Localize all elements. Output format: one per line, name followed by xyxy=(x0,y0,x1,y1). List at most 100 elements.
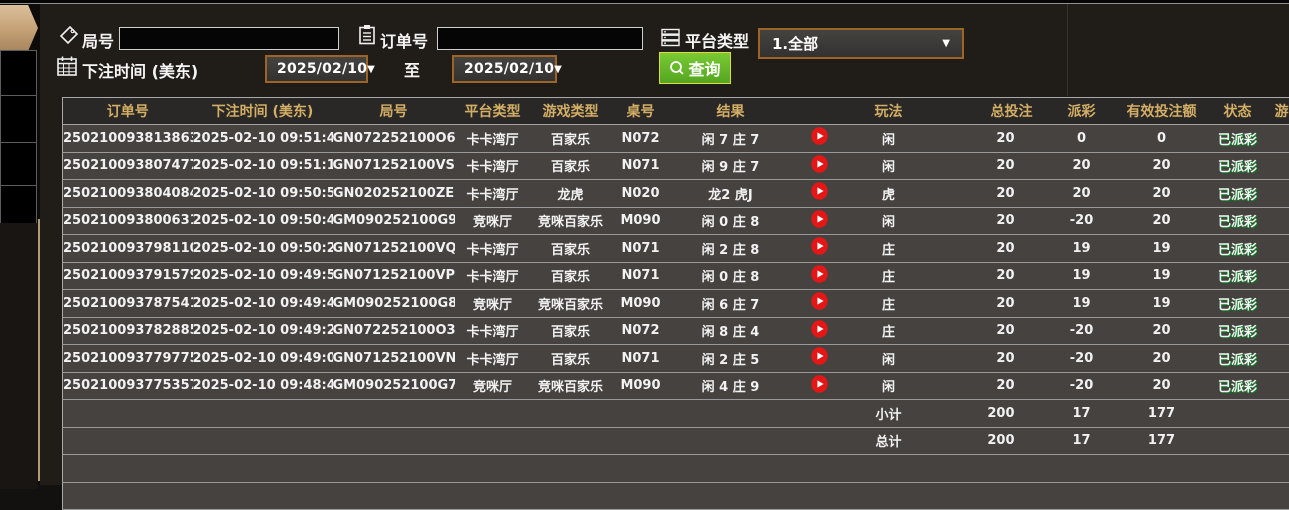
replay-play-icon[interactable] xyxy=(811,210,828,228)
sidebar-item[interactable] xyxy=(0,185,37,224)
cell-extra xyxy=(1275,152,1289,180)
cell-extra xyxy=(1275,290,1289,318)
column-header: 游 xyxy=(1275,98,1289,125)
cell-replay xyxy=(791,290,849,318)
search-icon xyxy=(669,60,685,76)
cell-result: 闲 4 庄 9 xyxy=(671,372,791,400)
cell-extra xyxy=(1275,317,1289,345)
replay-play-icon[interactable] xyxy=(811,127,828,145)
cell-status: 已派彩 xyxy=(1201,207,1275,235)
replay-play-icon[interactable] xyxy=(811,320,828,338)
cell-game-type: 百家乐 xyxy=(531,317,611,345)
cell-valid-bet: 19 xyxy=(1123,290,1201,318)
cell-game-type: 竞咪百家乐 xyxy=(531,290,611,318)
replay-play-icon[interactable] xyxy=(811,292,828,310)
cell-valid-bet: 20 xyxy=(1123,317,1201,345)
cell-platform: 卡卡湾厅 xyxy=(455,345,531,373)
cell-platform: 卡卡湾厅 xyxy=(455,125,531,153)
cell-platform: 卡卡湾厅 xyxy=(455,152,531,180)
date-to-select[interactable]: 2025/02/10 ▼ xyxy=(452,55,557,83)
round-number-input[interactable] xyxy=(119,27,339,50)
cell-round-id: GN020252100ZE xyxy=(333,180,455,208)
cell-payout: 20 xyxy=(1041,180,1123,208)
query-button[interactable]: 查询 xyxy=(659,52,731,84)
cell-empty xyxy=(1201,400,1275,428)
cell-bet-type: 闲 xyxy=(849,207,929,235)
cell-payout: 19 xyxy=(1041,290,1123,318)
cell-bet-type: 庄 xyxy=(849,262,929,290)
cell-empty xyxy=(333,427,455,455)
sidebar-item[interactable] xyxy=(0,95,37,143)
query-button-label: 查询 xyxy=(688,56,720,80)
cell-replay xyxy=(791,207,849,235)
replay-play-icon[interactable] xyxy=(811,265,828,283)
cell-empty xyxy=(63,455,1289,483)
cell-empty xyxy=(671,427,791,455)
bet-time-label: 下注时间 (美东) xyxy=(82,58,198,82)
cell-valid-bet: 20 xyxy=(1123,345,1201,373)
cell-replay xyxy=(791,180,849,208)
cell-empty xyxy=(531,427,611,455)
platform-type-label: 平台类型 xyxy=(685,28,749,52)
chevron-down-icon: ▼ xyxy=(554,64,562,75)
calendar-icon xyxy=(56,55,78,77)
cell-total-bet: 20 xyxy=(929,262,1041,290)
cell-bet-time: 2025-02-10 09:51:12 xyxy=(193,152,333,180)
cell-replay xyxy=(791,372,849,400)
replay-play-icon[interactable] xyxy=(811,347,828,365)
date-from-value: 2025/02/10 xyxy=(277,61,367,77)
cell-platform: 卡卡湾厅 xyxy=(455,235,531,263)
cell-platform: 卡卡湾厅 xyxy=(455,180,531,208)
cell-total-label: 小计 xyxy=(849,400,929,428)
cell-table-no: N071 xyxy=(611,152,671,180)
cell-platform: 竞咪厅 xyxy=(455,207,531,235)
sidebar-item[interactable] xyxy=(0,142,37,186)
cell-status: 已派彩 xyxy=(1201,235,1275,263)
cell-total-bet: 20 xyxy=(929,317,1041,345)
cell-empty xyxy=(455,400,531,428)
cell-bet-time: 2025-02-10 09:49:05 xyxy=(193,345,333,373)
column-header: 订单号 xyxy=(63,98,193,125)
sidebar-item[interactable] xyxy=(0,50,37,96)
order-number-input[interactable] xyxy=(437,27,643,50)
cell-valid-bet: 0 xyxy=(1123,125,1201,153)
cell-extra xyxy=(1275,125,1289,153)
empty-row xyxy=(63,482,1289,510)
order-number-label: 订单号 xyxy=(380,28,428,52)
cell-order-id: 250210093791579 xyxy=(63,262,193,290)
cell-result: 闲 0 庄 8 xyxy=(671,207,791,235)
cell-empty xyxy=(1275,400,1289,428)
cell-extra xyxy=(1275,207,1289,235)
cell-game-type: 竞咪百家乐 xyxy=(531,207,611,235)
platform-type-value: 1.全部 xyxy=(772,33,818,54)
cell-empty xyxy=(455,427,531,455)
column-header: 平台类型 xyxy=(455,98,531,125)
cell-extra xyxy=(1275,262,1289,290)
replay-play-icon[interactable] xyxy=(811,375,828,393)
cell-table-no: N071 xyxy=(611,345,671,373)
date-from-select[interactable]: 2025/02/10 ▼ xyxy=(265,55,368,83)
cell-round-id: GN072252100O3 xyxy=(333,317,455,345)
cell-empty xyxy=(671,400,791,428)
platform-type-select[interactable]: 1.全部 ▼ xyxy=(758,28,964,59)
cell-status: 已派彩 xyxy=(1201,372,1275,400)
cell-round-id: GM090252100G7 xyxy=(333,372,455,400)
column-header: 状态 xyxy=(1201,98,1275,125)
replay-play-icon[interactable] xyxy=(811,237,828,255)
replay-play-icon[interactable] xyxy=(811,182,828,200)
column-header: 下注时间 (美东) xyxy=(193,98,333,125)
cell-bet-time: 2025-02-10 09:51:41 xyxy=(193,125,333,153)
cell-bet-type: 庄 xyxy=(849,235,929,263)
cell-replay xyxy=(791,345,849,373)
cell-bet-type: 庄 xyxy=(849,317,929,345)
to-label: 至 xyxy=(404,57,420,81)
cell-table-no: M090 xyxy=(611,207,671,235)
sidebar-selected-item[interactable] xyxy=(0,5,38,51)
cell-extra xyxy=(1275,235,1289,263)
replay-play-icon[interactable] xyxy=(811,155,828,173)
cell-total-bet-sum: 200 xyxy=(929,400,1041,428)
